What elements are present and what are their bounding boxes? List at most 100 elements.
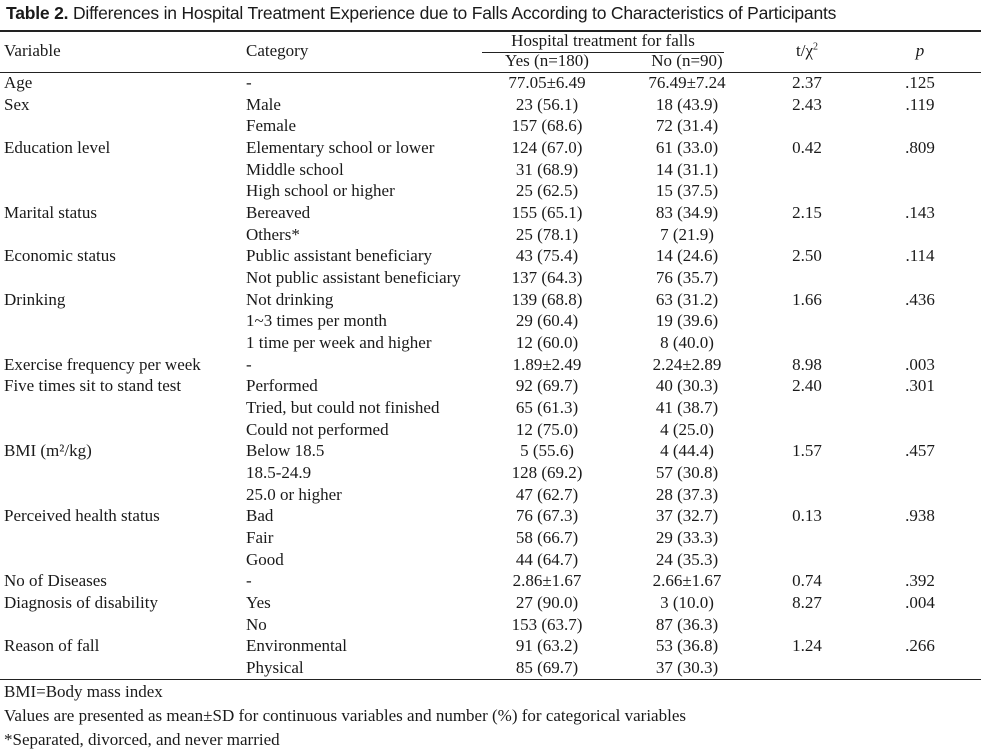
- cell-stat: 2.50: [792, 246, 822, 266]
- cell-category: Not drinking: [246, 289, 334, 309]
- table-caption: Differences in Hospital Treatment Experi…: [72, 3, 837, 23]
- cell-p: .301: [905, 376, 935, 396]
- cell-variable: Drinking: [4, 289, 66, 309]
- cell-stat: 8.98: [792, 354, 822, 374]
- cell-category: Others*: [246, 224, 300, 244]
- header-stat: t/χ2: [762, 41, 852, 61]
- header-yes: Yes (n=180): [505, 51, 589, 70]
- cell-category: Bereaved: [246, 203, 311, 222]
- cell-yes: 155 (65.1): [511, 203, 583, 222]
- cell-p: .004: [905, 592, 935, 612]
- cell-stat: 0.74: [792, 571, 822, 591]
- cell-p: .938: [905, 506, 935, 526]
- cell-stat: 2.43: [792, 94, 822, 114]
- cell-category: Elementary school or lower: [246, 138, 435, 157]
- cell-no: 18 (43.9): [655, 94, 719, 114]
- cell-no: 19 (39.6): [655, 311, 719, 331]
- cell-stat: 1.66: [792, 289, 822, 309]
- cell-yes: 91 (63.2): [515, 636, 579, 656]
- header-rule: [0, 72, 981, 73]
- cell-p: .436: [905, 289, 935, 309]
- cell-yes: 29 (60.4): [515, 311, 579, 331]
- cell-yes: 137 (64.3): [511, 267, 583, 287]
- cell-p: .143: [905, 203, 935, 222]
- cell-no: 4 (44.4): [660, 441, 714, 461]
- cell-category: Male: [246, 94, 281, 114]
- cell-no: 72 (31.4): [655, 116, 719, 136]
- cell-no: 15 (37.5): [655, 181, 719, 201]
- cell-yes: 12 (75.0): [515, 419, 579, 439]
- cell-yes: 31 (68.9): [515, 159, 579, 179]
- cell-variable: Age: [4, 73, 33, 92]
- cell-variable: Perceived health status: [4, 506, 160, 526]
- cell-no: 3 (10.0): [660, 592, 714, 612]
- cell-no: 24 (35.3): [655, 549, 719, 569]
- header-variable: Variable: [4, 41, 61, 60]
- cell-category: 1 time per week and higher: [246, 332, 432, 352]
- cell-category: Public assistant beneficiary: [246, 246, 433, 266]
- cell-p: .809: [905, 138, 935, 157]
- cell-no: 14 (31.1): [655, 159, 719, 179]
- cell-p: .457: [905, 441, 935, 461]
- cell-category: Below 18.5: [246, 441, 325, 461]
- cell-yes: 43 (75.4): [515, 246, 579, 266]
- cell-p: .392: [905, 571, 935, 591]
- cell-category: No: [246, 614, 267, 634]
- cell-yes: 76 (67.3): [515, 506, 579, 526]
- cell-no: 76.49±7.24: [648, 73, 726, 92]
- header-no: No (n=90): [651, 51, 723, 70]
- cell-stat: 1.24: [792, 636, 822, 656]
- cell-no: 83 (34.9): [655, 203, 719, 222]
- cell-yes: 128 (69.2): [511, 462, 583, 482]
- cell-category: 1~3 times per month: [246, 311, 387, 331]
- footnote: Values are presented as mean±SD for cont…: [4, 706, 686, 725]
- cell-category: Could not performed: [246, 419, 389, 439]
- cell-variable: Education level: [4, 138, 111, 157]
- cell-yes: 2.86±1.67: [512, 571, 582, 591]
- cell-no: 87 (36.3): [655, 614, 719, 634]
- cell-yes: 27 (90.0): [515, 592, 579, 612]
- cell-p: .119: [905, 94, 935, 114]
- cell-p: .003: [905, 354, 935, 374]
- cell-yes: 23 (56.1): [515, 94, 579, 114]
- cell-no: 29 (33.3): [655, 527, 719, 547]
- cell-p: .125: [905, 73, 935, 92]
- table-title: Table 2. Differences in Hospital Treatme…: [6, 3, 976, 24]
- cell-variable: Diagnosis of disability: [4, 592, 158, 612]
- cell-category: Fair: [246, 527, 274, 547]
- cell-category: Bad: [246, 506, 274, 526]
- cell-category: Performed: [246, 376, 318, 396]
- cell-stat: 0.13: [792, 506, 822, 526]
- cell-category: Middle school: [246, 159, 344, 179]
- cell-variable: Five times sit to stand test: [4, 376, 182, 396]
- cell-variable: Sex: [4, 94, 30, 114]
- cell-yes: 85 (69.7): [515, 657, 579, 677]
- cell-no: 53 (36.8): [655, 636, 719, 656]
- cell-stat: 0.42: [792, 138, 822, 157]
- header-stat-sup: 2: [813, 41, 818, 53]
- cell-category: Good: [246, 549, 284, 569]
- cell-category: -: [246, 73, 252, 92]
- cell-yes: 47 (62.7): [515, 484, 579, 504]
- cell-variable: BMI (m²/kg): [4, 441, 92, 461]
- cell-p: .114: [905, 246, 935, 266]
- cell-category: Female: [246, 116, 297, 136]
- cell-no: 14 (24.6): [655, 246, 719, 266]
- cell-yes: 139 (68.8): [511, 289, 583, 309]
- cell-variable: Exercise frequency per week: [4, 354, 201, 374]
- table-label: Table 2.: [6, 3, 69, 23]
- cell-no: 40 (30.3): [655, 376, 719, 396]
- cell-no: 57 (30.8): [655, 462, 719, 482]
- header-group-rule: [482, 52, 724, 53]
- cell-no: 63 (31.2): [655, 289, 719, 309]
- cell-category: Yes: [246, 592, 271, 612]
- header-category: Category: [246, 41, 309, 60]
- cell-yes: 25 (78.1): [515, 224, 579, 244]
- cell-yes: 12 (60.0): [515, 332, 579, 352]
- cell-variable: Marital status: [4, 203, 98, 222]
- cell-variable: Economic status: [4, 246, 116, 266]
- cell-no: 28 (37.3): [655, 484, 719, 504]
- cell-stat: 1.57: [792, 441, 822, 461]
- cell-yes: 65 (61.3): [515, 397, 579, 417]
- cell-stat: 8.27: [792, 592, 822, 612]
